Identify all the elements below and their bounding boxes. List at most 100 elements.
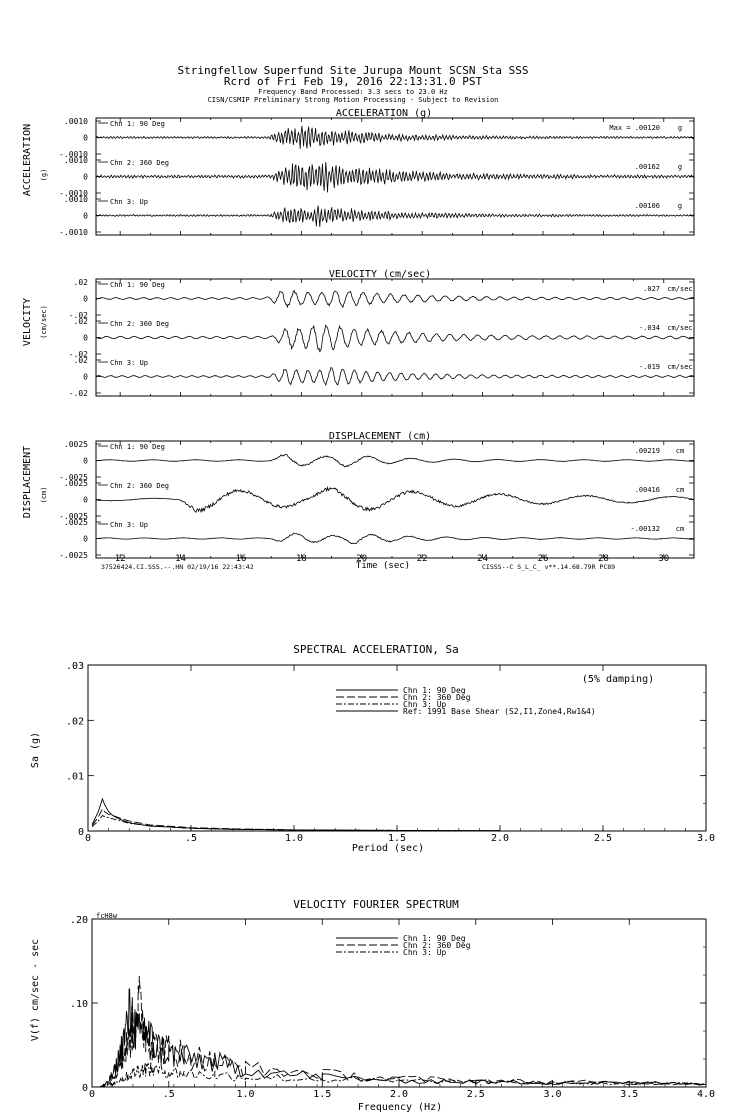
- acc-waveform-0: [95, 125, 695, 149]
- sa-y-axis-label: Sa (g): [30, 732, 41, 768]
- vel-channel-name: Chn 1: 90 Deg: [110, 281, 165, 289]
- header-line-1: Stringfellow Superfund Site Jurupa Mount…: [178, 64, 529, 77]
- vel-tick-label: -.02: [69, 389, 88, 398]
- spec1-x-tick-label: 1.5: [313, 1089, 331, 1100]
- disp-tick-label: -.0025: [59, 512, 88, 521]
- vf-y-axis-label: V(f) cm/sec - sec: [30, 939, 41, 1041]
- spec1-series-line-1: [99, 975, 707, 1088]
- spec1-y-tick-label: 0: [82, 1083, 88, 1094]
- spec1-series-line-2: [99, 1061, 707, 1088]
- disp-tick-label: 0: [83, 535, 88, 544]
- vel-waveform-2: [95, 367, 695, 387]
- disp-peak-unit: cm: [676, 486, 684, 494]
- spec1-y-tick-label: .10: [70, 999, 88, 1010]
- disp-peak-unit: cm: [676, 525, 684, 533]
- vel-waveform-1: [95, 324, 695, 353]
- spec0-series-line-0: [91, 797, 500, 832]
- vf-chart-title: VELOCITY FOURIER SPECTRUM: [293, 898, 459, 911]
- spec0-legend-label: Chn 2: 360 Deg: [403, 693, 471, 702]
- disp-tick-label: .0025: [64, 518, 88, 527]
- header-line-4: CISN/CSMIP Preliminary Strong Motion Pro…: [208, 96, 499, 104]
- disp-tick-label: -.0025: [59, 473, 88, 482]
- acc-tick-label: .0010: [64, 156, 88, 165]
- time-tick-label: 20: [356, 554, 367, 564]
- spec1-x-tick-label: 0: [89, 1089, 95, 1100]
- disp-tick-label: -.0025: [59, 551, 88, 560]
- vf-x-axis-label: Frequency (Hz): [358, 1102, 442, 1113]
- vel-tick-label: 0: [83, 373, 88, 382]
- vel-peak-unit: cm/sec: [667, 363, 692, 371]
- disp-peak-unit: cm: [676, 447, 684, 455]
- disp-tick-label: 0: [83, 457, 88, 466]
- spec0-y-tick-label: .02: [66, 716, 84, 727]
- spec1-y-tick-label: .20: [70, 915, 88, 926]
- disp-unit-label: (cm): [40, 487, 48, 504]
- acc-channel-name: Chn 1: 90 Deg: [110, 120, 165, 128]
- acc-waveform-2: [95, 205, 695, 227]
- sa-damping-note: (5% damping): [582, 674, 654, 685]
- time-tick-label: 18: [296, 554, 307, 564]
- disp-channel-name: Chn 3: Up: [110, 521, 148, 529]
- vel-channel-name: Chn 3: Up: [110, 359, 148, 367]
- spec1-x-tick-label: 3.0: [543, 1089, 561, 1100]
- spec0-x-tick-label: 1.0: [285, 833, 303, 844]
- header-line-2: Rcrd of Fri Feb 19, 2016 22:13:31.0 PST: [224, 75, 483, 88]
- time-tick-label: 24: [477, 554, 488, 564]
- spec0-x-tick-label: 2.0: [491, 833, 509, 844]
- vel-tick-label: .02: [74, 278, 89, 287]
- disp-tick-label: .0025: [64, 440, 88, 449]
- acc-peak-unit: g: [678, 163, 682, 171]
- disp-peak-value: .00219: [635, 447, 660, 455]
- spec0-x-tick-label: 0: [85, 833, 91, 844]
- vel-panel-title: VELOCITY (cm/sec): [329, 269, 431, 280]
- time-tick-label: 26: [538, 554, 549, 564]
- acc-peak-unit: g: [678, 124, 682, 132]
- acc-unit-label: (g): [40, 169, 48, 182]
- spec0-y-tick-label: 0: [78, 827, 84, 838]
- spec1-x-tick-label: .5: [163, 1089, 175, 1100]
- spec1-x-tick-label: 1.0: [236, 1089, 254, 1100]
- time-tick-label: 14: [175, 554, 186, 564]
- acc-peak-value: .00162: [635, 163, 660, 171]
- vel-tick-label: -.02: [69, 350, 88, 359]
- time-tick-label: 16: [236, 554, 247, 564]
- spec0-series-line-2: [91, 814, 500, 832]
- acc-peak-value: .00106: [635, 202, 660, 210]
- disp-side-label: DISPLACEMENT: [22, 446, 33, 518]
- time-tick-label: 30: [658, 554, 669, 564]
- vf-corner-label: fcH8w: [96, 912, 118, 920]
- acc-panel-title: ACCELERATION (g): [336, 108, 432, 119]
- acc-channel-name: Chn 3: Up: [110, 198, 148, 206]
- spec1-x-tick-label: 3.5: [620, 1089, 638, 1100]
- spec1-x-tick-label: 2.5: [467, 1089, 485, 1100]
- spec0-x-tick-label: 2.5: [594, 833, 612, 844]
- vel-peak-value: -.019: [639, 363, 660, 371]
- spec1-x-tick-label: 2.0: [390, 1089, 408, 1100]
- disp-channel-name: Chn 2: 360 Deg: [110, 482, 169, 490]
- acc-side-label: ACCELERATION: [22, 124, 33, 196]
- acc-tick-label: .0010: [64, 195, 88, 204]
- vel-tick-label: .02: [74, 356, 89, 365]
- spec1-legend-label: Chn 2: 360 Deg: [403, 941, 471, 950]
- vel-waveform-0: [95, 289, 695, 309]
- spec0-legend-label: Chn 3: Up: [403, 700, 447, 709]
- header-line-3: Frequency Band Processed: 3.3 secs to 23…: [258, 88, 448, 96]
- spec0-legend-label: Ref: 1991 Base Shear (S2,I1,Zone4,Rw1&4): [403, 707, 596, 716]
- vel-side-label: VELOCITY: [22, 298, 33, 346]
- disp-peak-value: .00416: [635, 486, 660, 494]
- spec1-series-line-0: [99, 988, 707, 1088]
- spec0-legend-label: Chn 1: 90 Deg: [403, 686, 466, 695]
- time-tick-label: 12: [115, 554, 126, 564]
- spec0-x-tick-label: 1.5: [388, 833, 406, 844]
- vel-peak-unit: cm/sec: [667, 324, 692, 332]
- vel-peak-unit: cm/sec: [667, 285, 692, 293]
- spec1-legend-label: Chn 3: Up: [403, 948, 447, 957]
- vel-tick-label: -.02: [69, 311, 88, 320]
- acc-tick-label: -.0010: [59, 228, 88, 237]
- acc-tick-label: 0: [83, 212, 88, 221]
- sa-chart-title: SPECTRAL ACCELERATION, Sa: [293, 643, 459, 656]
- disp-waveform-2: [95, 532, 694, 545]
- disp-waveform-0: [95, 454, 695, 468]
- spec0-x-tick-label: 3.0: [697, 833, 715, 844]
